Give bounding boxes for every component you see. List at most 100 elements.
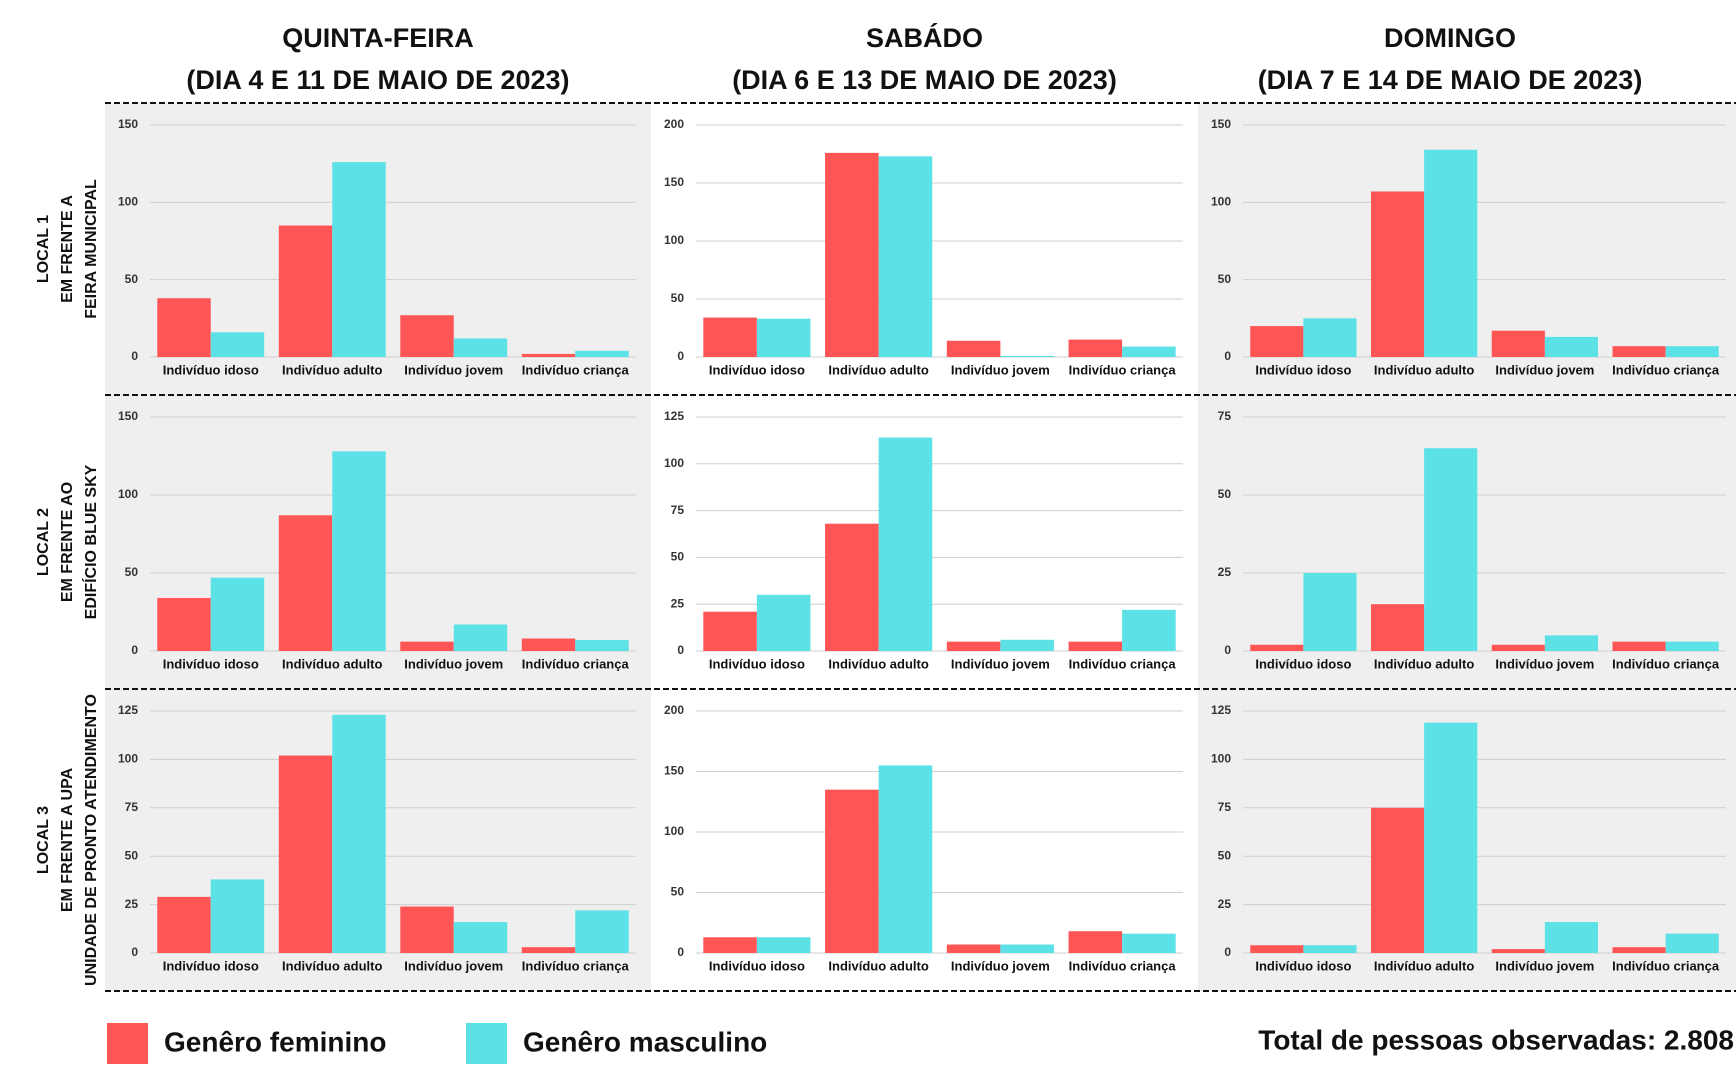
bar [400,315,454,357]
bar [157,298,211,357]
y-tick-label: 200 [664,703,684,717]
y-tick-label: 50 [671,550,685,564]
row-label: FEIRA MUNICIPAL [83,179,100,319]
y-tick-label: 0 [1224,643,1231,657]
bar [400,641,454,651]
bar [1491,949,1545,953]
x-tick-label: Indivíduo jovem [1495,656,1594,671]
bar [1303,318,1357,357]
x-tick-label: Indivíduo jovem [951,362,1050,377]
y-tick-label: 100 [664,233,684,247]
bar [1250,326,1304,357]
x-tick-label: Indivíduo criança [1069,656,1177,671]
x-tick-label: Indivíduo adulto [828,958,928,973]
y-tick-label: 75 [1218,409,1232,423]
y-tick-label: 50 [125,848,139,862]
y-tick-label: 50 [1218,848,1232,862]
y-tick-label: 75 [125,800,139,814]
x-tick-label: Indivíduo adulto [1374,362,1474,377]
bar [1122,609,1176,651]
y-tick-label: 125 [118,703,138,717]
x-tick-label: Indivíduo idoso [163,362,259,377]
x-tick-label: Indivíduo idoso [709,958,805,973]
bar [1000,639,1054,651]
x-tick-label: Indivíduo criança [522,656,630,671]
y-tick-label: 0 [1224,945,1231,959]
bar [946,944,1001,953]
bar [210,332,265,357]
bar [878,765,933,953]
y-tick-label: 100 [1211,195,1231,209]
bar [521,353,576,357]
bar [1250,945,1304,953]
bar [1491,330,1545,357]
bar [157,896,211,953]
x-tick-label: Indivíduo criança [1612,656,1720,671]
x-tick-label: Indivíduo adulto [828,656,928,671]
column-header: SABÁDO [866,22,983,53]
x-tick-label: Indivíduo jovem [1495,958,1594,973]
bar [825,523,879,651]
x-tick-label: Indivíduo adulto [828,362,928,377]
y-tick-label: 50 [1218,272,1232,286]
bar [1000,944,1054,953]
y-tick-label: 50 [671,885,685,899]
x-tick-label: Indivíduo criança [522,362,630,377]
row-label: EM FRENTE AO [59,482,76,602]
bar [756,318,811,357]
y-tick-label: 25 [671,596,685,610]
bar [278,755,333,953]
bar [575,910,629,953]
column-header: (DIA 4 E 11 DE MAIO DE 2023) [186,65,569,95]
x-tick-label: Indivíduo jovem [404,656,503,671]
bar [575,350,629,357]
x-tick-label: Indivíduo jovem [404,362,503,377]
bar [332,162,386,357]
bar [453,624,508,651]
y-tick-label: 100 [118,752,138,766]
column-header: (DIA 7 E 14 DE MAIO DE 2023) [1258,65,1643,95]
bar [1544,922,1599,953]
y-tick-label: 0 [677,349,684,363]
bar [1000,355,1054,357]
y-tick-label: 200 [664,117,684,131]
y-tick-label: 25 [1218,897,1232,911]
x-tick-label: Indivíduo idoso [1255,362,1351,377]
bar [1370,807,1425,953]
bar [825,789,879,953]
y-tick-label: 150 [664,175,684,189]
bar [1612,947,1666,953]
column-header: DOMINGO [1384,23,1516,53]
bar [1424,722,1478,953]
y-tick-label: 50 [671,291,685,305]
x-tick-label: Indivíduo criança [522,958,630,973]
y-tick-label: 100 [1211,752,1231,766]
bar [453,338,508,357]
bar [1612,641,1666,651]
y-tick-label: 150 [118,117,138,131]
y-tick-label: 50 [125,272,139,286]
y-tick-label: 150 [664,764,684,778]
y-tick-label: 100 [664,824,684,838]
bar [703,937,757,953]
bar [521,638,576,651]
bar [1612,346,1666,357]
x-tick-label: Indivíduo criança [1069,362,1177,377]
bar [1424,149,1478,357]
x-tick-label: Indivíduo idoso [709,656,805,671]
x-tick-label: Indivíduo adulto [282,362,382,377]
bar [1122,346,1176,357]
x-tick-label: Indivíduo criança [1069,958,1177,973]
x-tick-label: Indivíduo adulto [1374,958,1474,973]
x-tick-label: Indivíduo jovem [951,958,1050,973]
x-tick-label: Indivíduo idoso [163,958,259,973]
y-tick-label: 50 [1218,487,1232,501]
bar [1665,641,1719,651]
y-tick-label: 100 [118,195,138,209]
x-tick-label: Indivíduo adulto [282,958,382,973]
y-tick-label: 150 [1211,117,1231,131]
row-label: UNIDADE DE PRONTO ATENDIMENTO [83,694,100,986]
bar [332,714,386,953]
x-tick-label: Indivíduo adulto [1374,656,1474,671]
